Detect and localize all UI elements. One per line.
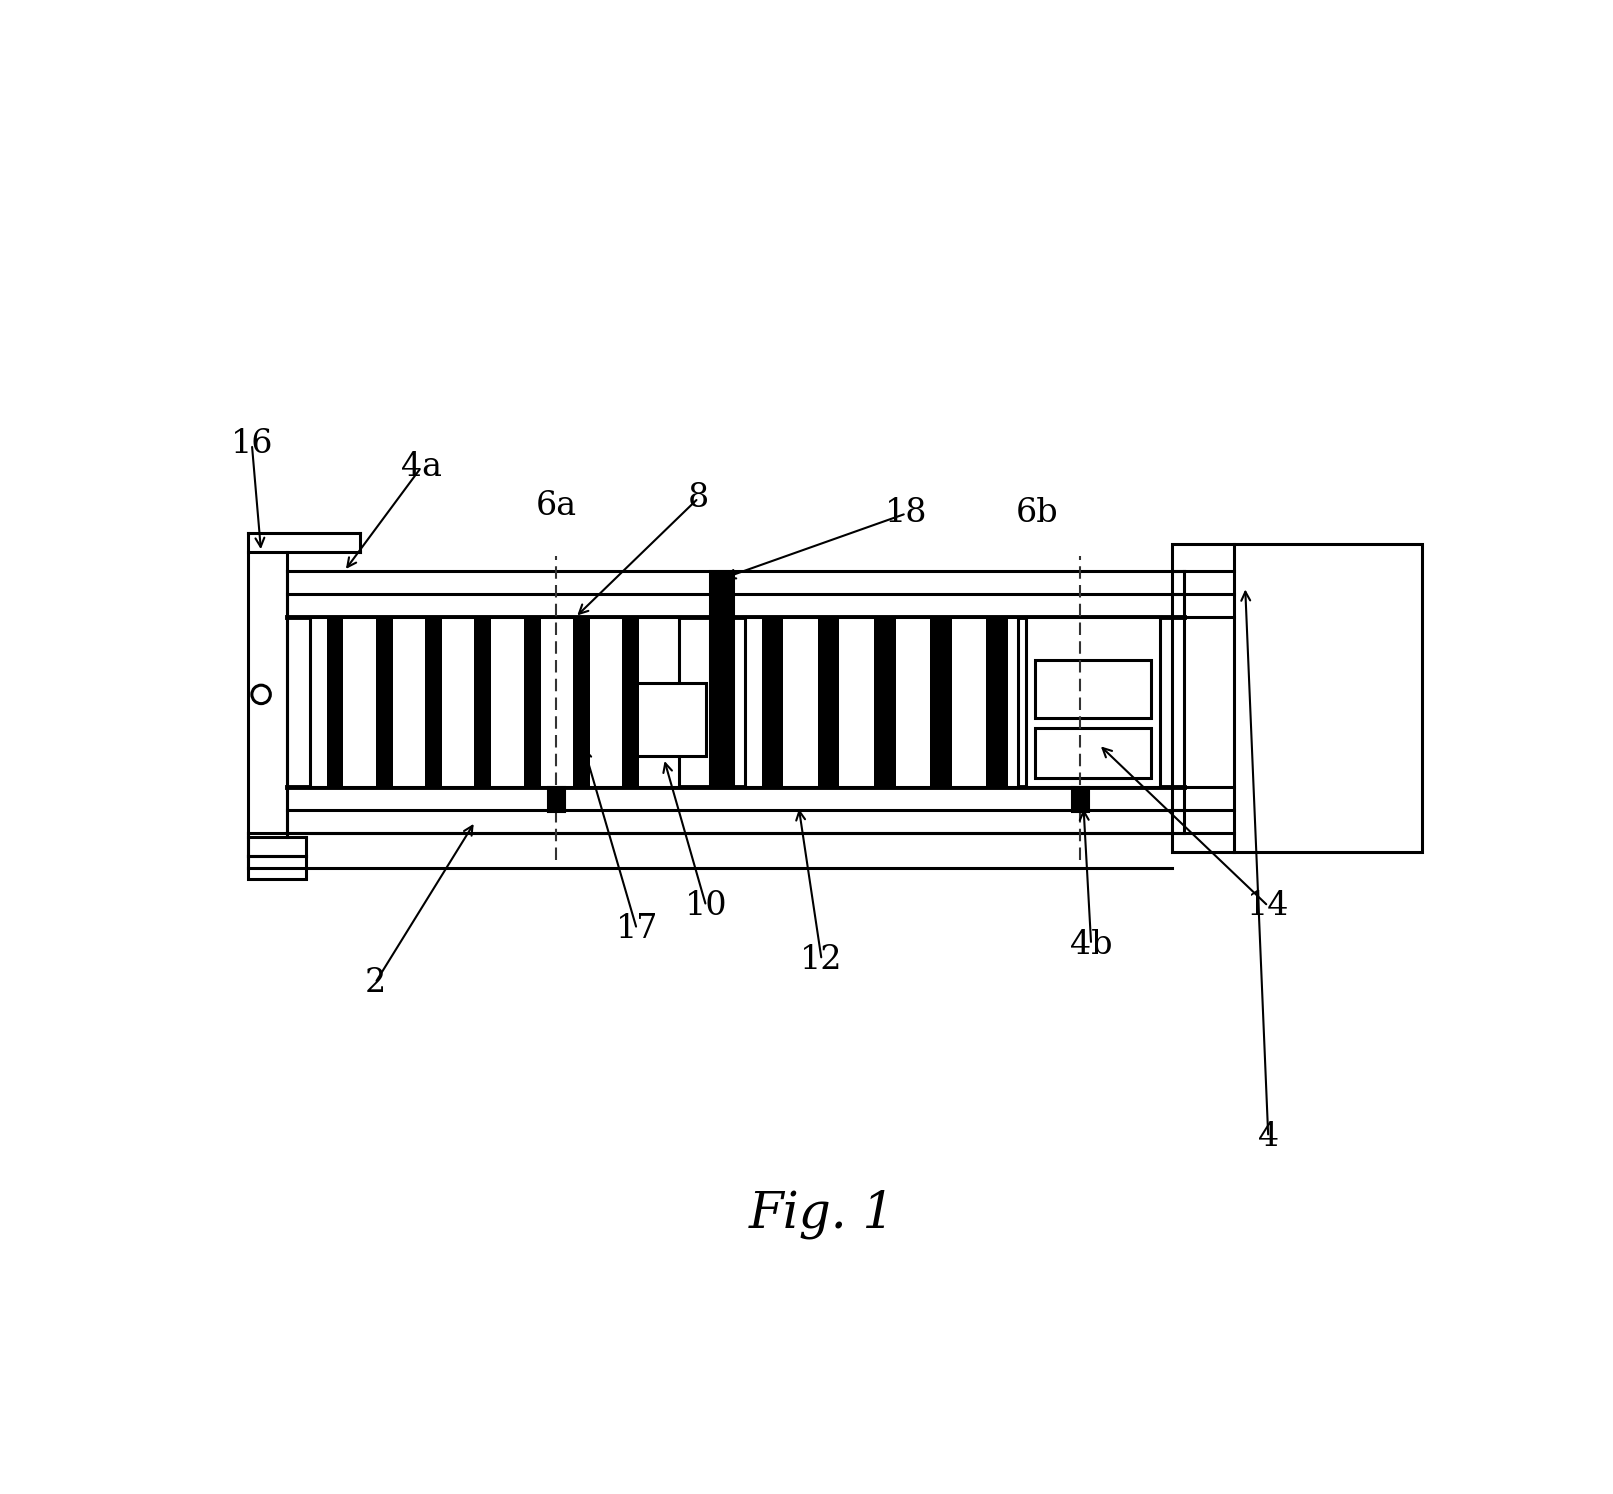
Bar <box>573 617 590 787</box>
Bar <box>745 617 1018 787</box>
Text: 18: 18 <box>886 498 927 529</box>
Bar <box>1073 787 1089 813</box>
Bar <box>376 617 394 787</box>
Text: 2: 2 <box>365 967 386 999</box>
Bar <box>761 617 784 787</box>
Text: 16: 16 <box>231 429 273 460</box>
Bar <box>1026 617 1160 787</box>
Bar <box>710 595 732 787</box>
Bar <box>874 617 895 787</box>
Bar <box>426 617 442 787</box>
Text: 17: 17 <box>616 913 658 946</box>
Bar <box>474 617 492 787</box>
Bar <box>248 551 287 837</box>
Text: 8: 8 <box>687 483 710 514</box>
Bar <box>818 617 839 787</box>
Text: 10: 10 <box>686 890 727 922</box>
Text: 4a: 4a <box>400 451 442 483</box>
Bar <box>710 571 732 595</box>
Bar <box>548 787 565 813</box>
Text: 4b: 4b <box>1069 929 1113 961</box>
Text: 6b: 6b <box>1016 498 1058 529</box>
Bar <box>987 617 1008 787</box>
Bar <box>1173 544 1423 852</box>
Bar <box>248 856 306 878</box>
Text: Fig. 1: Fig. 1 <box>748 1189 895 1239</box>
Bar <box>1036 728 1152 777</box>
Text: 4: 4 <box>1258 1120 1279 1153</box>
Bar <box>623 617 639 787</box>
Text: 12: 12 <box>800 944 844 976</box>
Bar <box>310 617 679 787</box>
Text: 14: 14 <box>1247 890 1289 922</box>
Bar <box>931 617 952 787</box>
Bar <box>1036 660 1152 717</box>
Bar <box>524 617 540 787</box>
Bar <box>632 683 706 756</box>
Bar <box>326 617 344 787</box>
Text: 6a: 6a <box>536 490 576 521</box>
